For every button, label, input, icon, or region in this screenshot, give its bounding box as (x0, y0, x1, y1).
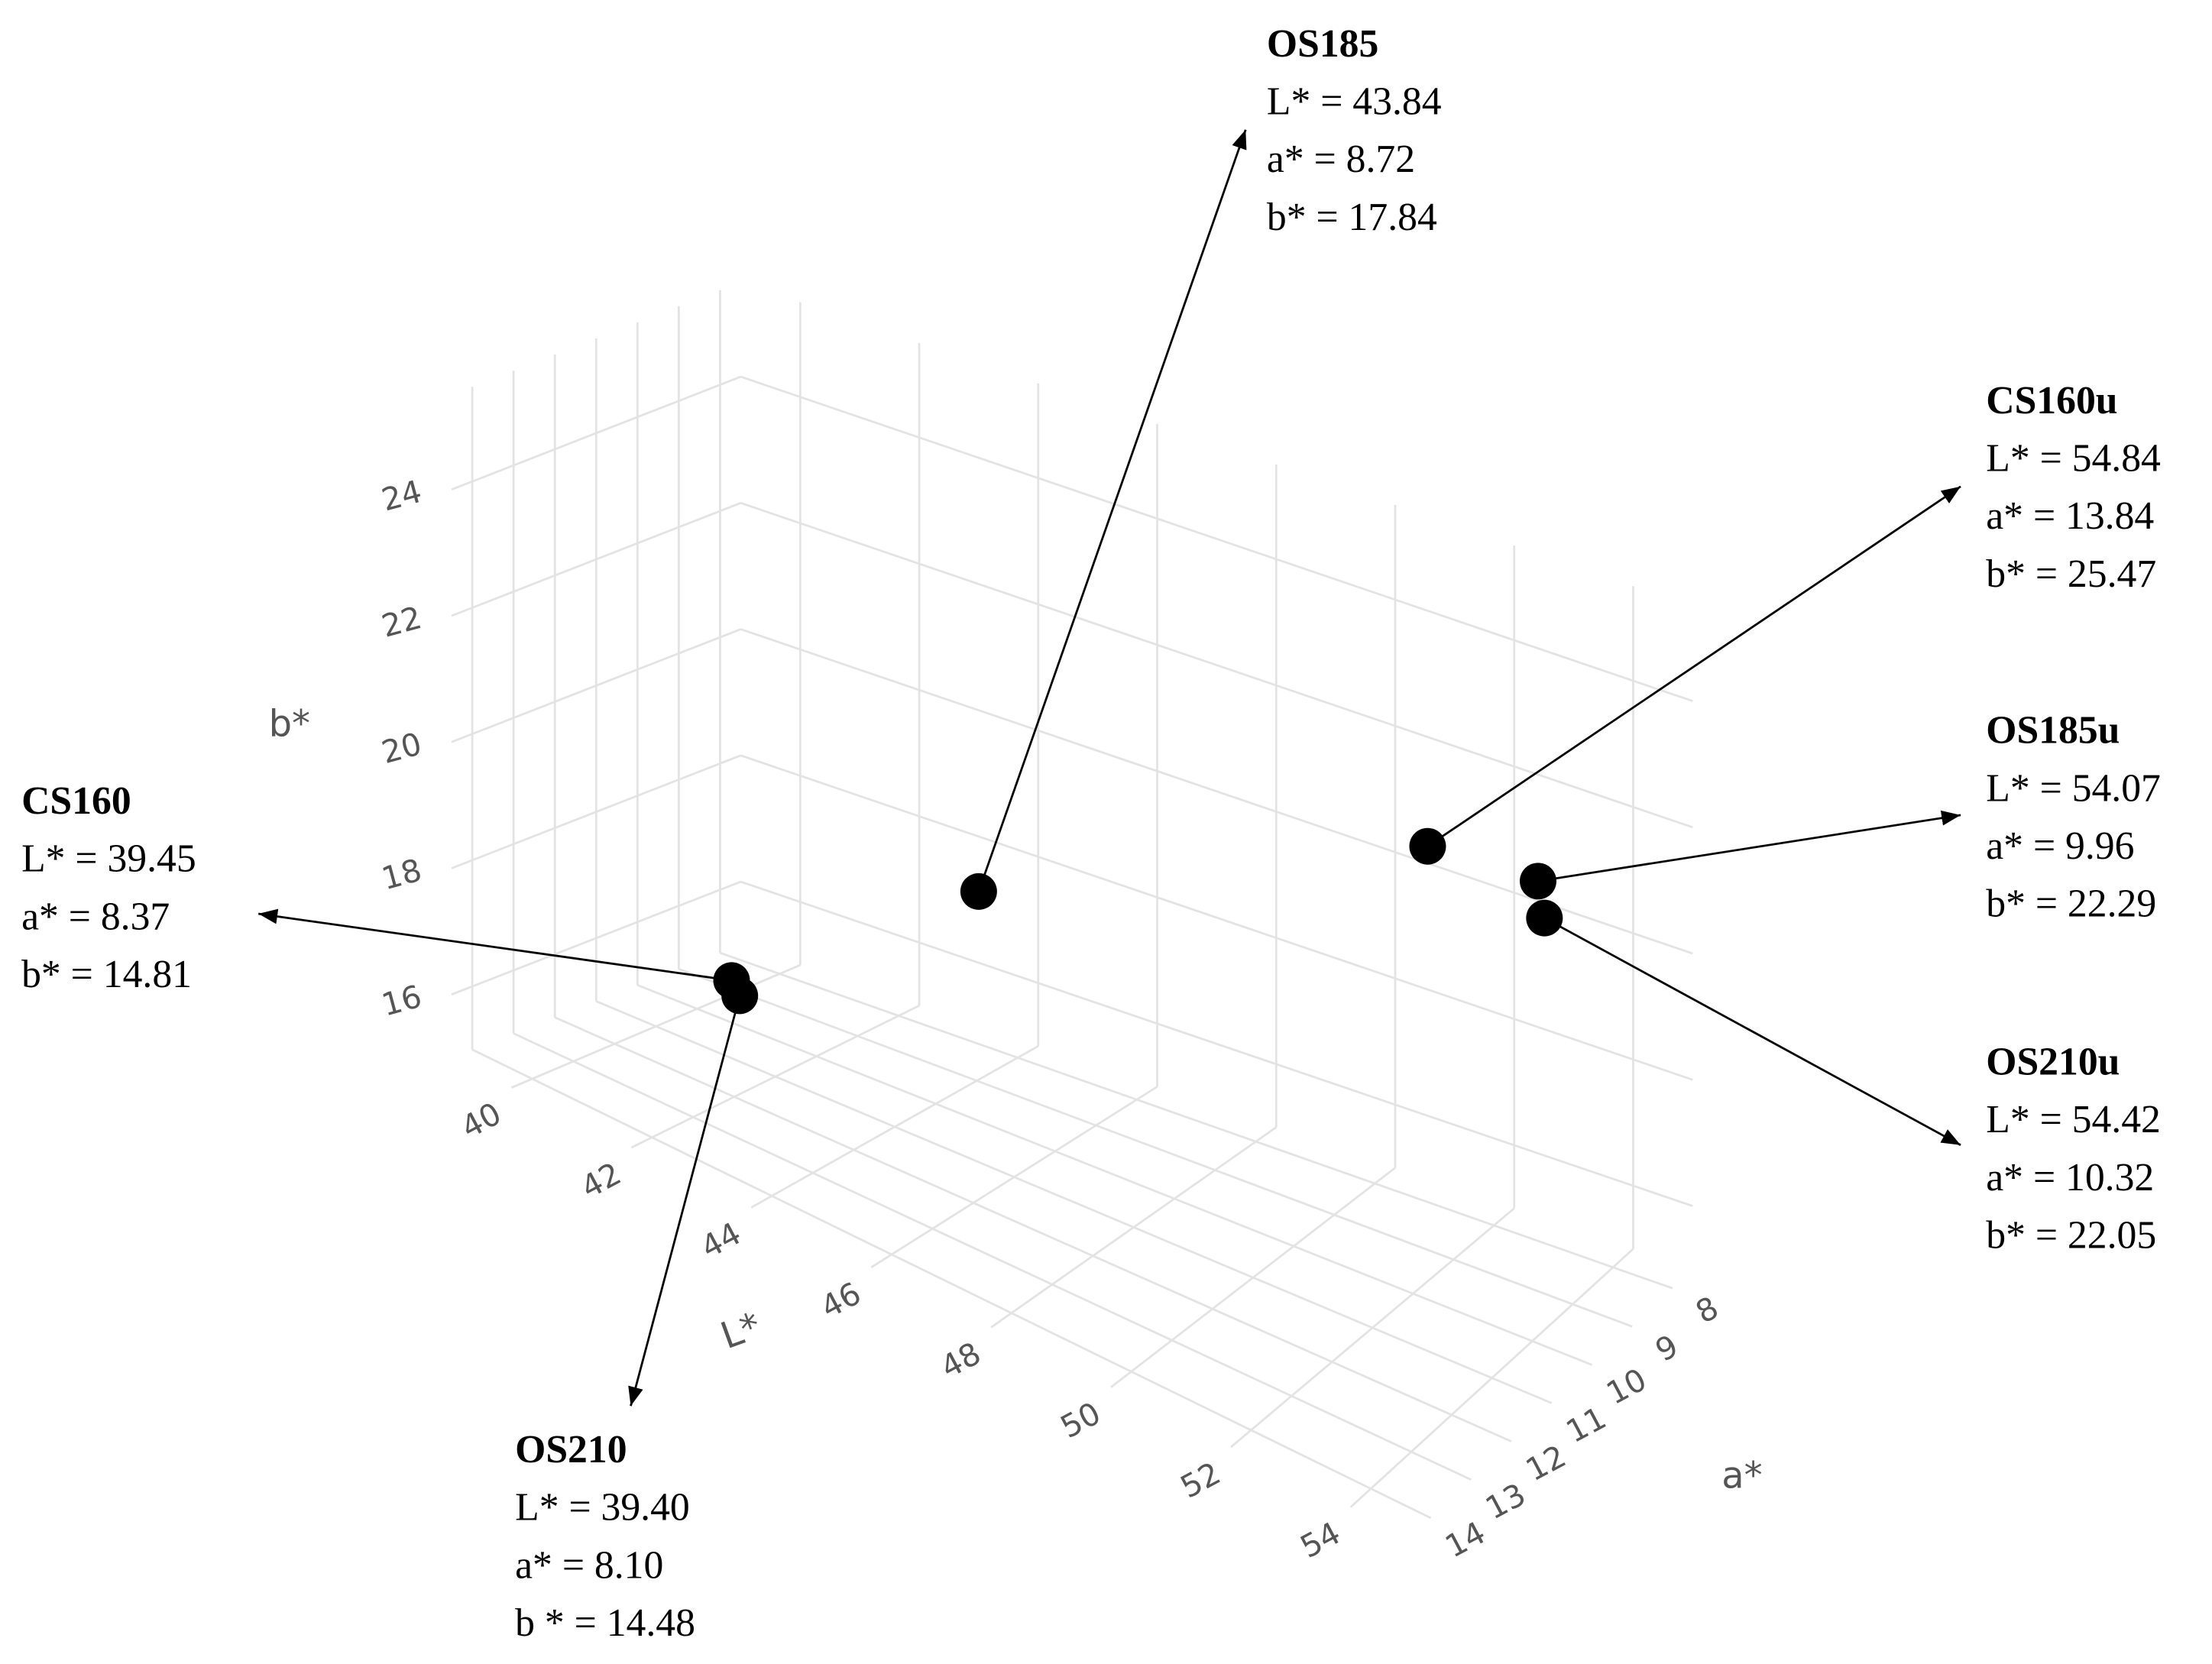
grid-line (451, 754, 741, 869)
z-axis-title: b* (269, 702, 310, 745)
point (721, 977, 759, 1015)
grid-line (595, 1000, 1553, 1404)
annotation-name: CS160u (1986, 379, 2117, 422)
grid-line (740, 628, 1693, 955)
grid-line (719, 951, 1673, 1290)
annotation-arrow (628, 995, 741, 1407)
annotation-value: b* = 22.29 (1986, 882, 2156, 926)
annotation-value: a* = 8.10 (515, 1543, 663, 1587)
grid-line (678, 968, 1633, 1328)
annotation-arrow (1427, 485, 1961, 847)
annotation-value: L* = 39.45 (21, 837, 196, 881)
annotation-name: OS210u (1986, 1040, 2120, 1083)
annotation-name: OS210 (515, 1428, 627, 1471)
annotation-name: OS185 (1267, 22, 1378, 66)
annotation-value: a* = 9.96 (1986, 824, 2134, 868)
annotation-value: L* = 43.84 (1267, 80, 1442, 124)
annotation-value: L* = 54.07 (1986, 766, 2161, 810)
point (960, 872, 997, 910)
annotation-value: b* = 14.81 (21, 953, 192, 996)
annotation-arrow (258, 908, 732, 982)
annotation-value: b* = 25.47 (1986, 552, 2156, 596)
annotation-arrow (977, 129, 1247, 892)
grid-line (471, 1048, 1432, 1520)
annotation-value: L* = 39.40 (515, 1486, 690, 1530)
annotation-value: L* = 54.84 (1986, 436, 2161, 480)
grid-line (740, 375, 1693, 702)
point (1526, 899, 1563, 937)
point (1520, 863, 1556, 900)
grid-line (740, 880, 1693, 1207)
point (1409, 827, 1446, 865)
annotation-value: a* = 8.37 (21, 895, 170, 938)
annotation-value: b* = 17.84 (1267, 196, 1437, 239)
grid-line (451, 502, 741, 617)
annotation-arrow (1537, 810, 1961, 882)
grid-line (451, 375, 741, 491)
grid-line (451, 880, 741, 995)
annotation-arrow (1543, 917, 1961, 1146)
y-axis-title: a* (1721, 1454, 1762, 1497)
annotation-value: b * = 14.48 (515, 1601, 695, 1645)
annotation-value: a* = 13.84 (1986, 494, 2154, 538)
grid-line (636, 984, 1593, 1366)
annotation-value: L* = 54.42 (1986, 1098, 2161, 1141)
grid-line (513, 1032, 1472, 1481)
annotation-value: a* = 10.32 (1986, 1156, 2154, 1199)
annotation-name: OS185u (1986, 709, 2120, 753)
grid-line (451, 628, 741, 743)
annotation-value: b* = 22.05 (1986, 1214, 2156, 1258)
annotation-name: CS160 (21, 779, 131, 823)
annotation-value: a* = 8.72 (1267, 138, 1415, 181)
grid-line (740, 754, 1693, 1081)
